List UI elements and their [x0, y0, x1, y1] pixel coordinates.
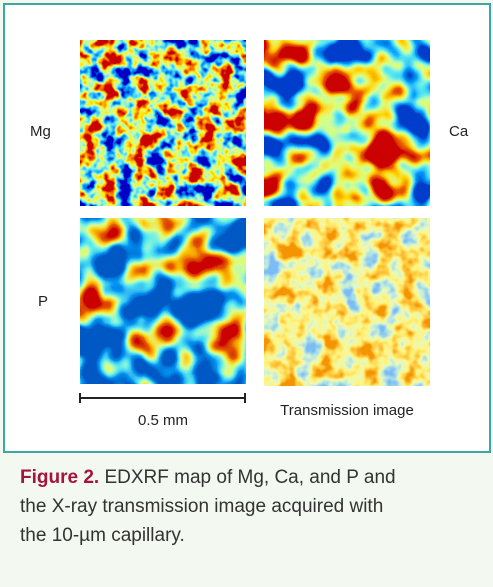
- figure-page: Mg Ca P 0.5 mm Transmission image Figure…: [0, 0, 493, 587]
- caption-line: the 10-µm capillary.: [20, 525, 185, 546]
- panel-label: Ca: [449, 123, 469, 140]
- transmission-map: [264, 218, 430, 386]
- panel-label: P: [38, 293, 48, 310]
- figure-art: Mg Ca P 0.5 mm Transmission image: [0, 0, 493, 450]
- caption-rule: [3, 451, 491, 453]
- mg-map: [80, 40, 246, 206]
- caption: Figure 2. EDXRF map of Mg, Ca, and P and…: [20, 463, 480, 550]
- scale-label: 0.5 mm: [138, 412, 188, 429]
- transmission-label: Transmission image: [280, 402, 414, 419]
- scale-bar: [80, 393, 245, 403]
- panel-label: Mg: [30, 123, 51, 140]
- caption-line: EDXRF map of Mg, Ca, and P and: [104, 467, 395, 488]
- p-map: [80, 218, 246, 384]
- caption-label: Figure 2.: [20, 467, 99, 488]
- ca-map: [264, 40, 430, 206]
- caption-line: the X-ray transmission image acquired wi…: [20, 496, 383, 517]
